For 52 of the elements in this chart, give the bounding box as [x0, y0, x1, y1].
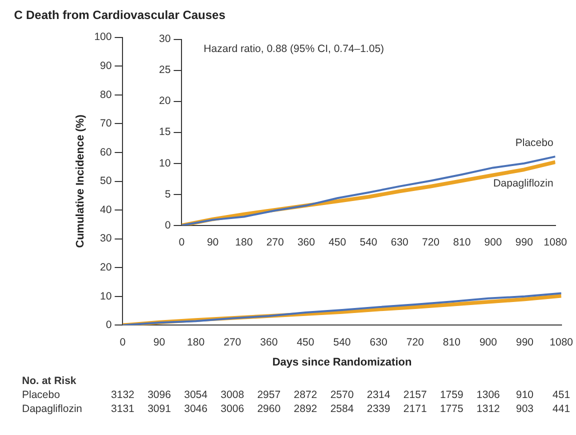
x-tick-label: 450 — [296, 336, 314, 348]
x-tick-label: 1080 — [544, 236, 568, 249]
x-tick-label: 90 — [206, 236, 219, 249]
y-tick-label: 10 — [158, 157, 171, 170]
y-tick-label: 20 — [158, 95, 171, 108]
y-tick-label: 10 — [100, 290, 112, 302]
x-tick-label: 180 — [235, 236, 253, 249]
text: No. at Risk — [22, 375, 76, 387]
x-tick-label: 990 — [515, 236, 534, 249]
series-label: Placebo — [515, 137, 554, 150]
text: Dapagliflozin 3131 3091 3046 3006 2960 2892 2584 2339 2171 1775 1312 903 441 — [22, 403, 570, 415]
x-tick-label: 270 — [266, 236, 284, 249]
x-tick-label: 810 — [453, 236, 471, 249]
x-tick-label: 720 — [406, 336, 424, 348]
x-tick-label: 630 — [390, 236, 409, 249]
y-tick-label: 15 — [158, 126, 171, 138]
x-tick-label: 0 — [120, 336, 126, 348]
y-tick-label: 0 — [106, 319, 112, 332]
x-axis-title: Days since Randomization — [272, 356, 412, 368]
text: Placebo 3132 3096 3054 3008 2957 2872 2570 2314 2157 1759 1306 910 451 — [22, 389, 570, 401]
x-tick-label: 360 — [260, 336, 278, 348]
x-tick-label: 720 — [422, 236, 440, 249]
y-tick-label: 25 — [158, 64, 171, 76]
x-tick-label: 180 — [187, 336, 205, 348]
x-tick-label: 540 — [360, 236, 378, 249]
chart-title: C Death from Cardiovascular Causes — [14, 8, 226, 22]
y-axis-title: Cumulative Incidence (%) — [74, 114, 87, 248]
y-tick-label: 5 — [164, 188, 171, 200]
y-tick-label: 70 — [100, 118, 112, 130]
x-tick-label: 990 — [516, 336, 534, 348]
annotation: Hazard ratio, 0.88 (95% CI, 0.74–1.05) — [204, 43, 384, 56]
x-tick-label: 900 — [479, 336, 498, 348]
y-tick-label: 60 — [100, 146, 112, 158]
y-tick-label: 80 — [100, 88, 112, 101]
y-tick-label: 90 — [100, 60, 112, 72]
x-tick-label: 450 — [328, 236, 346, 249]
x-tick-label: 270 — [224, 336, 242, 348]
y-tick-label: 40 — [100, 204, 112, 216]
x-tick-label: 630 — [370, 336, 388, 348]
y-tick-label: 30 — [158, 33, 171, 46]
x-tick-label: 0 — [178, 236, 185, 249]
x-tick-label: 900 — [484, 236, 502, 249]
y-tick-label: 0 — [164, 219, 171, 232]
x-tick-label: 540 — [333, 336, 351, 348]
series-label: Dapagliflozin — [493, 177, 554, 190]
y-tick-label: 100 — [94, 31, 112, 44]
x-tick-label: 360 — [297, 236, 316, 249]
x-tick-label: 810 — [442, 336, 461, 348]
y-tick-label: 30 — [100, 232, 112, 245]
y-tick-label: 20 — [100, 262, 112, 274]
x-tick-label: 1080 — [550, 336, 574, 348]
y-tick-label: 50 — [100, 175, 112, 188]
